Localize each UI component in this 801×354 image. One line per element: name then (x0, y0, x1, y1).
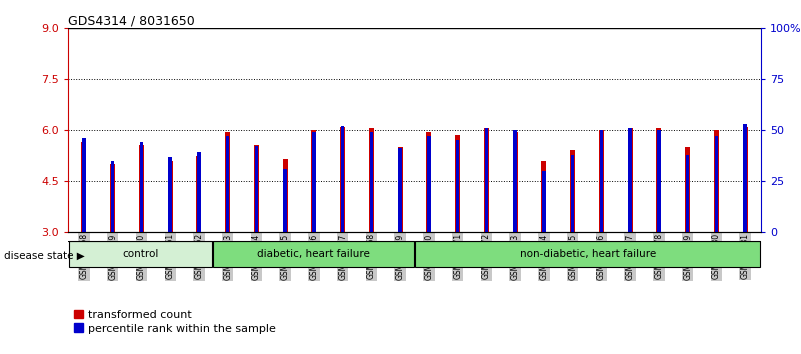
Bar (69, 241, 211, 267)
Bar (657, 130, 661, 232)
Bar (415, 241, 760, 267)
Bar (196, 155, 202, 232)
Bar (139, 145, 144, 232)
Text: control: control (122, 249, 159, 259)
Bar (600, 130, 603, 232)
Bar (341, 126, 344, 232)
Bar (599, 130, 604, 232)
Bar (398, 148, 402, 232)
Bar (312, 130, 316, 232)
Bar (110, 164, 115, 232)
Bar (485, 128, 488, 232)
Bar (168, 156, 172, 232)
Bar (370, 132, 373, 232)
Bar (139, 142, 143, 232)
Bar (82, 142, 87, 232)
Bar (542, 171, 545, 232)
Bar (484, 129, 489, 232)
Bar (685, 147, 690, 232)
Bar (283, 159, 288, 232)
Bar (513, 132, 517, 232)
Bar (571, 154, 574, 232)
Bar (284, 169, 287, 232)
Legend: transformed count, percentile rank within the sample: transformed count, percentile rank withi… (74, 310, 276, 333)
Bar (714, 130, 719, 232)
Bar (340, 127, 345, 232)
Bar (627, 129, 633, 232)
Bar (456, 140, 459, 232)
Bar (167, 161, 173, 232)
Bar (513, 130, 517, 232)
Text: disease state ▶: disease state ▶ (4, 251, 85, 261)
Text: non-diabetic, heart failure: non-diabetic, heart failure (520, 249, 656, 259)
Bar (541, 161, 546, 232)
Bar (254, 145, 259, 232)
Bar (368, 129, 374, 232)
Bar (312, 132, 316, 232)
Bar (426, 132, 432, 232)
Bar (656, 129, 662, 232)
Bar (397, 147, 403, 232)
Bar (111, 161, 115, 232)
Text: GDS4314 / 8031650: GDS4314 / 8031650 (68, 14, 195, 27)
Bar (197, 153, 200, 232)
Bar (743, 124, 747, 232)
Bar (225, 132, 230, 232)
Bar (83, 138, 86, 232)
Text: diabetic, heart failure: diabetic, heart failure (257, 249, 370, 259)
Bar (686, 154, 690, 232)
Bar (743, 127, 747, 232)
Bar (455, 135, 461, 232)
Bar (629, 128, 632, 232)
Bar (226, 136, 229, 232)
Bar (427, 136, 431, 232)
Bar (213, 241, 414, 267)
Bar (714, 136, 718, 232)
Bar (255, 147, 258, 232)
Bar (570, 150, 575, 232)
